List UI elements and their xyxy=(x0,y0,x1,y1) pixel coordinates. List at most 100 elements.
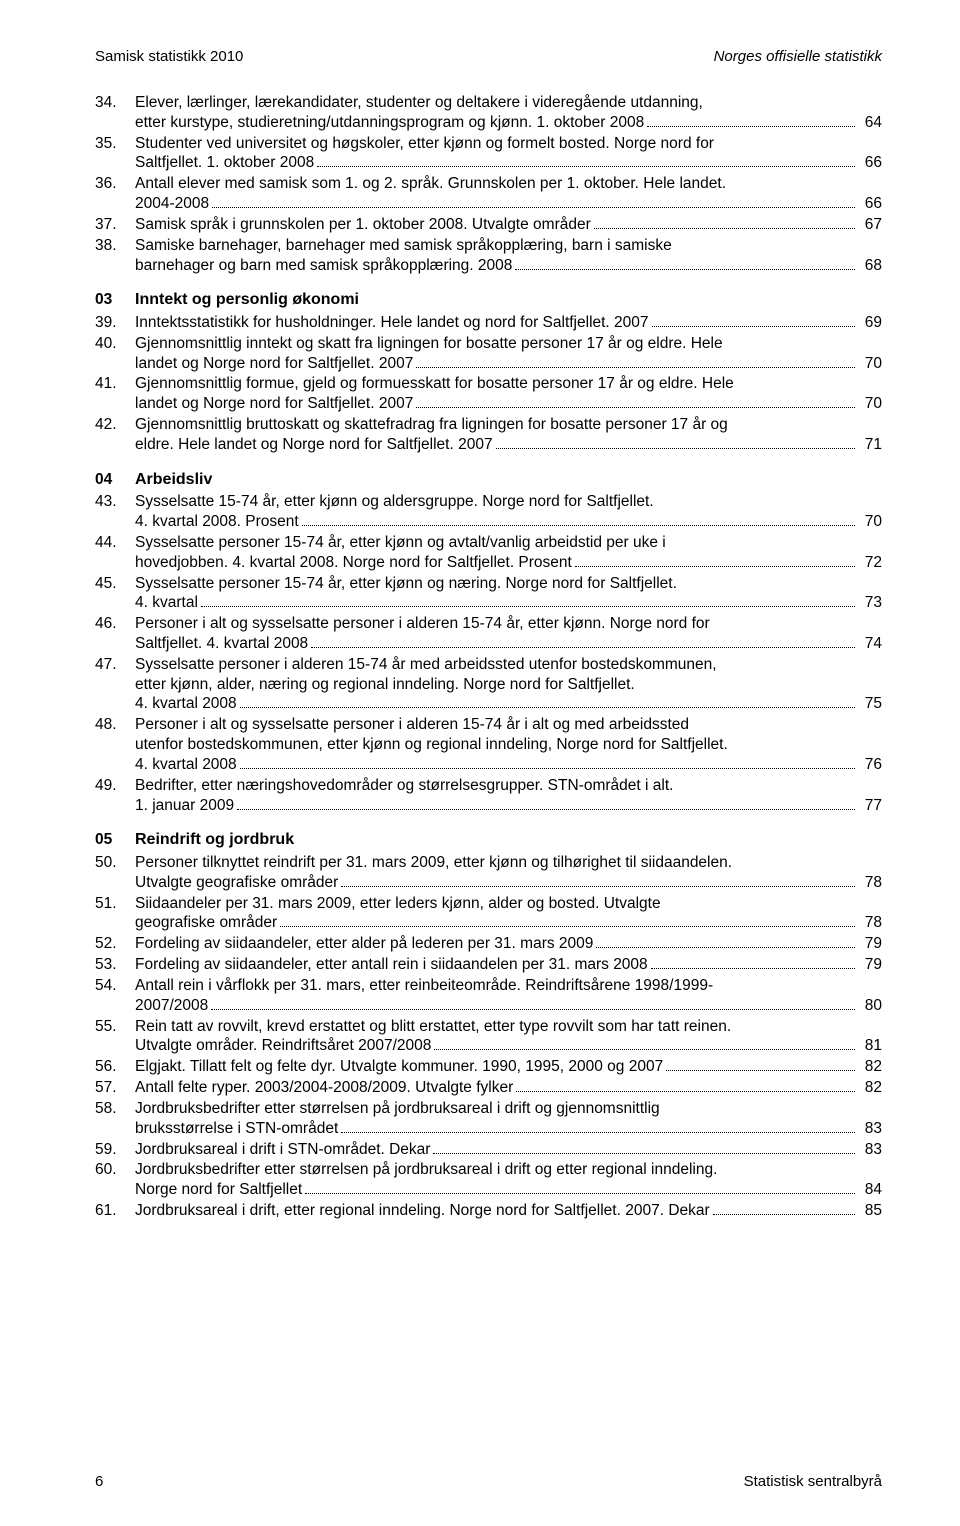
entry-text: Elever, lærlinger, lærekandidater, stude… xyxy=(135,93,703,113)
entry-body: Elgjakt. Tillatt felt og felte dyr. Utva… xyxy=(135,1057,882,1077)
leader-dots xyxy=(496,448,855,449)
entry-number: 58. xyxy=(95,1099,135,1139)
page-footer: 6 Statistisk sentralbyrå xyxy=(95,1473,882,1490)
entry-line: Jordbruksbedrifter etter størrelsen på j… xyxy=(135,1099,882,1119)
toc-entry: 36.Antall elever med samisk som 1. og 2.… xyxy=(95,174,882,214)
entry-text: Gjennomsnittlig formue, gjeld og formues… xyxy=(135,374,734,394)
leader-dots xyxy=(666,1070,855,1071)
entry-body: Siidaandeler per 31. mars 2009, etter le… xyxy=(135,894,882,934)
entry-line: barnehager og barn med samisk språkopplæ… xyxy=(135,256,882,276)
entry-line: 2004-200866 xyxy=(135,194,882,214)
leader-dots xyxy=(416,367,855,368)
entry-text: Personer tilknyttet reindrift per 31. ma… xyxy=(135,853,732,873)
entry-body: Antall elever med samisk som 1. og 2. sp… xyxy=(135,174,882,214)
toc-entry: 56.Elgjakt. Tillatt felt og felte dyr. U… xyxy=(95,1057,882,1077)
entry-page: 78 xyxy=(858,873,882,893)
entry-body: Elever, lærlinger, lærekandidater, stude… xyxy=(135,93,882,133)
entry-text: Sysselsatte 15-74 år, etter kjønn og ald… xyxy=(135,492,654,512)
entry-number: 48. xyxy=(95,715,135,774)
entry-text: Jordbruksareal i drift, etter regional i… xyxy=(135,1201,710,1221)
entry-text: Sysselsatte personer 15-74 år, etter kjø… xyxy=(135,574,677,594)
entry-page: 81 xyxy=(858,1036,882,1056)
entry-line: etter kjønn, alder, næring og regional i… xyxy=(135,675,882,695)
leader-dots xyxy=(240,768,855,769)
entry-line: geografiske områder78 xyxy=(135,913,882,933)
leader-dots xyxy=(341,886,855,887)
entry-page: 78 xyxy=(858,913,882,933)
entry-text: Personer i alt og sysselsatte personer i… xyxy=(135,614,710,634)
entry-body: Jordbruksbedrifter etter størrelsen på j… xyxy=(135,1099,882,1139)
toc-entry: 45.Sysselsatte personer 15-74 år, etter … xyxy=(95,574,882,614)
entry-number: 49. xyxy=(95,776,135,816)
entry-line: Utvalgte områder. Reindriftsåret 2007/20… xyxy=(135,1036,882,1056)
entry-text: Studenter ved universitet og høgskoler, … xyxy=(135,134,714,154)
entry-line: Siidaandeler per 31. mars 2009, etter le… xyxy=(135,894,882,914)
entry-page: 66 xyxy=(858,194,882,214)
leader-dots xyxy=(516,1091,855,1092)
entry-line: etter kurstype, studieretning/utdannings… xyxy=(135,113,882,133)
entry-body: Jordbruksareal i drift i STN-området. De… xyxy=(135,1140,882,1160)
leader-dots xyxy=(515,269,855,270)
entry-text: Sysselsatte personer i alderen 15-74 år … xyxy=(135,655,717,675)
toc-entry: 51.Siidaandeler per 31. mars 2009, etter… xyxy=(95,894,882,934)
entry-page: 79 xyxy=(858,934,882,954)
entry-page: 68 xyxy=(858,256,882,276)
entry-text: Jordbruksbedrifter etter størrelsen på j… xyxy=(135,1160,717,1180)
entry-text: utenfor bostedskommunen, etter kjønn og … xyxy=(135,735,728,755)
entry-body: Personer i alt og sysselsatte personer i… xyxy=(135,715,882,774)
entry-body: Gjennomsnittlig formue, gjeld og formues… xyxy=(135,374,882,414)
entry-line: 1. januar 200977 xyxy=(135,796,882,816)
entry-page: 67 xyxy=(858,215,882,235)
entry-body: Inntektsstatistikk for husholdninger. He… xyxy=(135,313,882,333)
toc-entry: 61.Jordbruksareal i drift, etter regiona… xyxy=(95,1201,882,1221)
toc-entry: 54.Antall rein i vårflokk per 31. mars, … xyxy=(95,976,882,1016)
leader-dots xyxy=(713,1214,855,1215)
entry-page: 66 xyxy=(858,153,882,173)
entry-line: 4. kvartal 2008. Prosent70 xyxy=(135,512,882,532)
toc-entry: 38.Samiske barnehager, barnehager med sa… xyxy=(95,236,882,276)
entry-text: 2007/2008 xyxy=(135,996,208,1016)
leader-dots xyxy=(594,228,855,229)
entry-line: Rein tatt av rovvilt, krevd erstattet og… xyxy=(135,1017,882,1037)
footer-publisher: Statistisk sentralbyrå xyxy=(744,1473,882,1490)
leader-dots xyxy=(317,166,855,167)
toc-entry: 59.Jordbruksareal i drift i STN-området.… xyxy=(95,1140,882,1160)
page-header: Samisk statistikk 2010 Norges offisielle… xyxy=(95,48,882,65)
entry-text: Antall elever med samisk som 1. og 2. sp… xyxy=(135,174,726,194)
leader-dots xyxy=(237,809,855,810)
entry-line: landet og Norge nord for Saltfjellet. 20… xyxy=(135,354,882,374)
entry-body: Sysselsatte personer i alderen 15-74 år … xyxy=(135,655,882,714)
leader-dots xyxy=(211,1009,855,1010)
entry-text: Utvalgte geografiske områder xyxy=(135,873,338,893)
toc-entry: 35.Studenter ved universitet og høgskole… xyxy=(95,134,882,174)
section-number: 05 xyxy=(95,830,135,850)
entry-line: Antall rein i vårflokk per 31. mars, ett… xyxy=(135,976,882,996)
entry-text: Samiske barnehager, barnehager med samis… xyxy=(135,236,672,256)
entry-body: Studenter ved universitet og høgskoler, … xyxy=(135,134,882,174)
entry-line: Personer i alt og sysselsatte personer i… xyxy=(135,715,882,735)
entry-line: Jordbruksareal i drift i STN-området. De… xyxy=(135,1140,882,1160)
entry-text: barnehager og barn med samisk språkopplæ… xyxy=(135,256,512,276)
entry-text: Siidaandeler per 31. mars 2009, etter le… xyxy=(135,894,661,914)
entry-line: Fordeling av siidaandeler, etter antall … xyxy=(135,955,882,975)
entry-number: 45. xyxy=(95,574,135,614)
entry-number: 34. xyxy=(95,93,135,133)
leader-dots xyxy=(302,525,855,526)
entry-number: 61. xyxy=(95,1201,135,1221)
toc-entry: 55.Rein tatt av rovvilt, krevd erstattet… xyxy=(95,1017,882,1057)
section-number: 03 xyxy=(95,290,135,310)
entry-page: 69 xyxy=(858,313,882,333)
entry-page: 83 xyxy=(858,1119,882,1139)
entry-line: Saltfjellet. 1. oktober 200866 xyxy=(135,153,882,173)
entry-line: Fordeling av siidaandeler, etter alder p… xyxy=(135,934,882,954)
entry-line: landet og Norge nord for Saltfjellet. 20… xyxy=(135,394,882,414)
entry-text: Personer i alt og sysselsatte personer i… xyxy=(135,715,689,735)
entry-text: Saltfjellet. 4. kvartal 2008 xyxy=(135,634,308,654)
entry-page: 71 xyxy=(858,435,882,455)
leader-dots xyxy=(652,326,855,327)
leader-dots xyxy=(341,1132,855,1133)
entry-text: etter kurstype, studieretning/utdannings… xyxy=(135,113,644,133)
entry-page: 79 xyxy=(858,955,882,975)
entry-line: Jordbruksareal i drift, etter regional i… xyxy=(135,1201,882,1221)
entry-page: 70 xyxy=(858,354,882,374)
